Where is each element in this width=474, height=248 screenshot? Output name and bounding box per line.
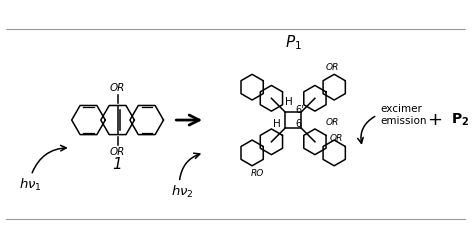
Text: OR: OR [330,134,343,143]
Text: OR: OR [326,118,339,127]
Text: H: H [273,119,281,129]
Text: H: H [285,97,293,107]
Text: OR: OR [326,63,339,72]
Text: $\mathbf{P_2}$: $\mathbf{P_2}$ [451,112,470,128]
Text: excimer
emission: excimer emission [380,104,427,126]
Text: +: + [427,111,442,129]
Text: $h\nu_1$: $h\nu_1$ [19,177,42,193]
Text: OR: OR [110,147,125,157]
Text: 6': 6' [295,105,304,115]
Text: $h\nu_2$: $h\nu_2$ [172,184,194,200]
Text: OR: OR [110,83,125,93]
Text: RO: RO [250,169,264,178]
Text: 6: 6 [295,119,301,129]
Text: $P_1$: $P_1$ [285,33,301,52]
Text: 1: 1 [113,157,122,172]
